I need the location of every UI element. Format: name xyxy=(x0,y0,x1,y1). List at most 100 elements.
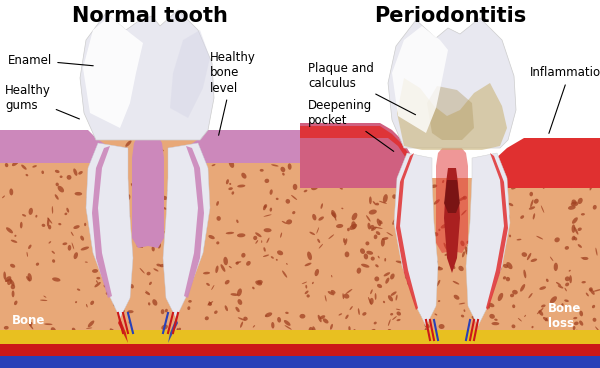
Ellipse shape xyxy=(383,301,385,303)
Ellipse shape xyxy=(253,325,255,328)
Ellipse shape xyxy=(459,197,465,201)
Ellipse shape xyxy=(371,227,377,231)
Polygon shape xyxy=(396,153,418,310)
Ellipse shape xyxy=(16,344,19,349)
Ellipse shape xyxy=(453,198,456,201)
Ellipse shape xyxy=(260,169,264,172)
Ellipse shape xyxy=(425,310,428,312)
Ellipse shape xyxy=(413,237,415,240)
Ellipse shape xyxy=(152,353,159,358)
Ellipse shape xyxy=(160,196,168,200)
Ellipse shape xyxy=(10,279,14,286)
Ellipse shape xyxy=(439,324,445,329)
Ellipse shape xyxy=(576,329,578,336)
Ellipse shape xyxy=(193,197,196,200)
Ellipse shape xyxy=(161,325,168,330)
Ellipse shape xyxy=(366,251,373,255)
Ellipse shape xyxy=(350,344,353,348)
Ellipse shape xyxy=(424,310,430,315)
Ellipse shape xyxy=(269,208,272,212)
Ellipse shape xyxy=(148,302,151,305)
Ellipse shape xyxy=(548,338,551,341)
Ellipse shape xyxy=(35,215,37,217)
Ellipse shape xyxy=(439,229,440,231)
Ellipse shape xyxy=(85,262,88,263)
Polygon shape xyxy=(132,134,164,248)
Ellipse shape xyxy=(416,282,420,287)
Bar xyxy=(0,330,300,344)
Ellipse shape xyxy=(570,185,572,188)
Ellipse shape xyxy=(506,277,510,281)
Ellipse shape xyxy=(215,347,220,353)
Ellipse shape xyxy=(51,327,56,333)
Ellipse shape xyxy=(99,226,101,229)
Ellipse shape xyxy=(371,360,376,364)
Ellipse shape xyxy=(73,152,75,154)
Ellipse shape xyxy=(389,336,391,341)
Ellipse shape xyxy=(410,351,418,354)
Ellipse shape xyxy=(595,248,598,256)
Ellipse shape xyxy=(265,179,269,183)
Polygon shape xyxy=(86,143,133,318)
Ellipse shape xyxy=(271,256,274,259)
Ellipse shape xyxy=(20,222,23,229)
Ellipse shape xyxy=(160,149,164,151)
Ellipse shape xyxy=(115,293,119,296)
Ellipse shape xyxy=(494,319,497,321)
Ellipse shape xyxy=(382,237,388,240)
Ellipse shape xyxy=(105,285,111,290)
Ellipse shape xyxy=(230,293,238,296)
Ellipse shape xyxy=(343,293,344,299)
Ellipse shape xyxy=(358,308,360,315)
Ellipse shape xyxy=(43,360,44,364)
Ellipse shape xyxy=(252,354,257,360)
Ellipse shape xyxy=(125,140,131,147)
Ellipse shape xyxy=(331,210,337,218)
Ellipse shape xyxy=(461,315,464,318)
Ellipse shape xyxy=(113,301,119,307)
Ellipse shape xyxy=(58,186,64,192)
Ellipse shape xyxy=(406,266,411,269)
Ellipse shape xyxy=(386,232,393,236)
Ellipse shape xyxy=(85,349,92,352)
Ellipse shape xyxy=(593,205,597,210)
Ellipse shape xyxy=(170,252,172,255)
Ellipse shape xyxy=(115,302,118,308)
Ellipse shape xyxy=(92,346,96,349)
Ellipse shape xyxy=(503,264,508,268)
Ellipse shape xyxy=(215,339,218,342)
Ellipse shape xyxy=(353,185,356,188)
Ellipse shape xyxy=(299,314,305,319)
Ellipse shape xyxy=(304,190,307,192)
Ellipse shape xyxy=(473,184,476,188)
Ellipse shape xyxy=(419,293,422,297)
Ellipse shape xyxy=(94,342,98,350)
Ellipse shape xyxy=(140,192,145,195)
Ellipse shape xyxy=(529,293,533,298)
Ellipse shape xyxy=(55,194,59,200)
Ellipse shape xyxy=(160,264,166,267)
Ellipse shape xyxy=(170,252,175,259)
Ellipse shape xyxy=(263,205,266,210)
Ellipse shape xyxy=(527,253,532,260)
Ellipse shape xyxy=(286,199,290,204)
Ellipse shape xyxy=(528,342,532,347)
Ellipse shape xyxy=(95,162,100,167)
Ellipse shape xyxy=(215,266,218,273)
Ellipse shape xyxy=(214,311,218,314)
Ellipse shape xyxy=(50,337,55,341)
Ellipse shape xyxy=(98,163,106,167)
Ellipse shape xyxy=(5,276,11,282)
Ellipse shape xyxy=(96,280,98,283)
Ellipse shape xyxy=(541,205,544,213)
Ellipse shape xyxy=(425,323,430,328)
Ellipse shape xyxy=(271,164,278,167)
Ellipse shape xyxy=(543,317,548,321)
Ellipse shape xyxy=(28,335,36,337)
Ellipse shape xyxy=(413,231,419,235)
Ellipse shape xyxy=(515,333,520,339)
Ellipse shape xyxy=(401,248,405,252)
Ellipse shape xyxy=(94,282,101,287)
Ellipse shape xyxy=(550,296,557,303)
Ellipse shape xyxy=(574,237,577,240)
